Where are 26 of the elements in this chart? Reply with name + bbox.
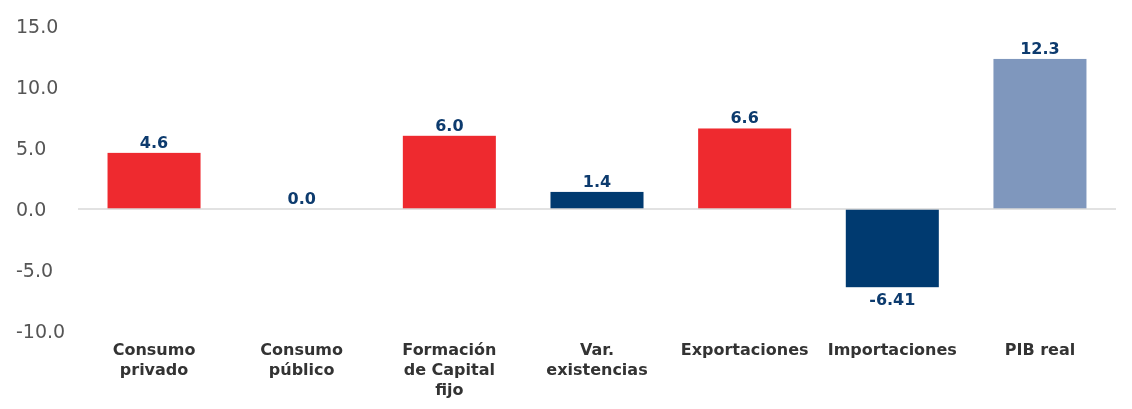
- bar: [993, 58, 1087, 209]
- bar: [550, 191, 644, 209]
- x-tick-label: Consumo privado: [112, 340, 196, 379]
- data-label: 12.3: [1020, 38, 1060, 58]
- x-tick-label: PIB real: [1004, 340, 1076, 359]
- bar: [107, 152, 201, 209]
- x-tick-label: Consumo público: [260, 340, 344, 379]
- y-tick-label: 10.0: [16, 75, 59, 98]
- y-tick-label: -5.0: [16, 258, 54, 281]
- x-tick-label: Formación de Capital fijo: [402, 340, 497, 399]
- bar: [845, 209, 939, 288]
- data-label: -6.41: [869, 290, 916, 310]
- y-tick-label: -10.0: [16, 319, 66, 342]
- y-tick-label: 0.0: [16, 197, 47, 220]
- data-label: 1.4: [582, 171, 612, 191]
- data-label: 6.6: [730, 108, 759, 128]
- data-label: 0.0: [287, 189, 316, 208]
- x-tick-label: Importaciones: [827, 340, 957, 359]
- bar: [698, 128, 792, 209]
- data-label: 6.0: [435, 115, 464, 135]
- x-tick-label: Exportaciones: [680, 340, 809, 359]
- x-tick-label: Var. existencias: [546, 340, 648, 379]
- data-label: 4.6: [139, 132, 169, 152]
- y-tick-label: 15.0: [16, 14, 59, 37]
- y-tick-label: 5.0: [16, 136, 47, 159]
- bar: [402, 135, 496, 209]
